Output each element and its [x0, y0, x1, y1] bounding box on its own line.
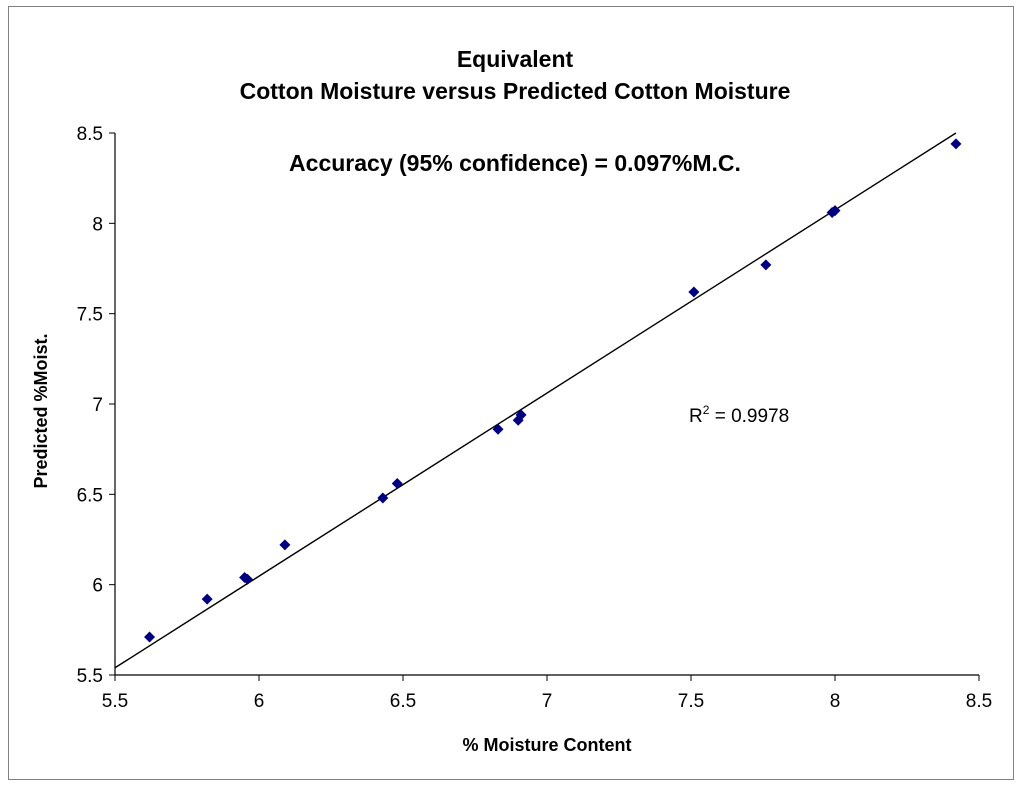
data-point: [515, 409, 527, 421]
r-squared-label: R2 = 0.9978: [689, 403, 789, 427]
x-tick-label: 7.5: [678, 691, 704, 712]
data-point: [241, 573, 253, 585]
x-tick-label: 8.5: [966, 691, 992, 712]
r-squared-superscript: 2: [703, 403, 710, 417]
plot-area: 5.5 6 6.5 7 7.5 8 8.5 5.5 6 6.5 7 7.5 8 8.5: [77, 124, 993, 712]
data-point: [688, 286, 700, 298]
y-axis-title: Predicted %Moist.: [31, 333, 51, 488]
data-point: [760, 259, 772, 271]
data-point: [391, 477, 403, 489]
accuracy-annotation: Accuracy (95% confidence) = 0.097%M.C.: [289, 150, 741, 176]
y-tick-label: 7: [92, 395, 103, 416]
x-tick-label: 5.5: [102, 691, 128, 712]
y-tick-label: 8.5: [77, 124, 103, 145]
data-point: [279, 539, 291, 551]
x-axis-title: % Moisture Content: [463, 735, 632, 755]
data-point: [377, 492, 389, 504]
data-point: [201, 593, 213, 605]
y-tick-label: 7.5: [77, 305, 103, 326]
chart-frame: Equivalent Cotton Moisture versus Predic…: [8, 6, 1014, 780]
chart-title-line-1: Equivalent: [457, 46, 574, 72]
x-tick-label: 7: [542, 691, 553, 712]
r-squared-r: R: [689, 406, 703, 427]
y-tick-label: 6: [92, 576, 103, 597]
data-point: [829, 205, 841, 217]
data-point: [144, 631, 156, 643]
scatter-chart: Equivalent Cotton Moisture versus Predic…: [31, 46, 993, 755]
x-tick-label: 8: [830, 691, 841, 712]
y-tick-label: 5.5: [77, 666, 103, 687]
data-point: [492, 423, 504, 435]
data-point: [950, 138, 962, 150]
r-squared-value: = 0.9978: [709, 406, 789, 427]
x-tick-label: 6: [254, 691, 265, 712]
x-tick-label: 6.5: [390, 691, 416, 712]
trendline: [114, 132, 957, 669]
y-tick-label: 6.5: [77, 485, 103, 506]
y-tick-label: 8: [92, 214, 103, 235]
chart-title-line-2: Cotton Moisture versus Predicted Cotton …: [240, 78, 791, 104]
